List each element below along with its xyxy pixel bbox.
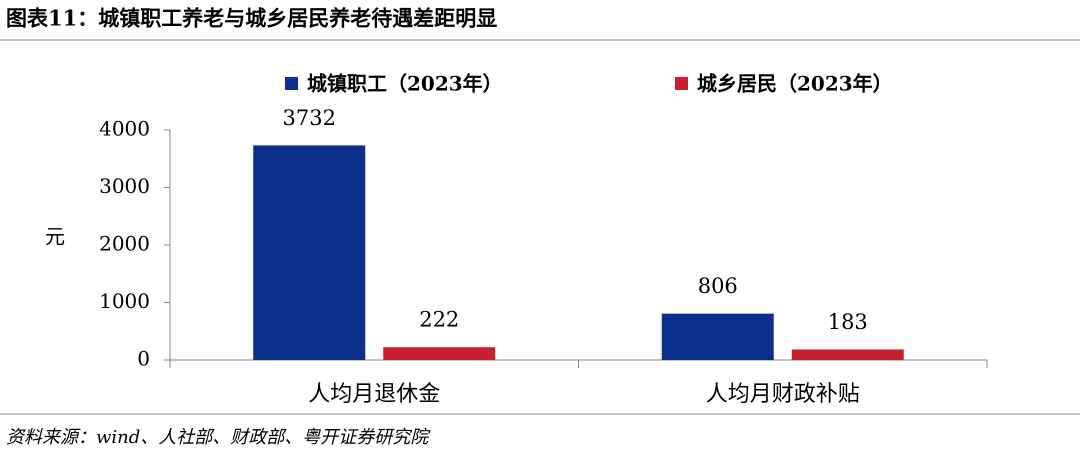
- bar: [661, 313, 774, 360]
- y-tick-label: 2000: [99, 232, 150, 256]
- legend-swatch: [285, 77, 298, 90]
- y-tick-label: 0: [137, 347, 150, 371]
- legend-swatch: [675, 77, 688, 90]
- x-tick-label: 人均月退休金: [308, 382, 440, 407]
- legend-label: 城镇职工（2023年）: [307, 72, 503, 96]
- value-label: 3732: [283, 106, 336, 130]
- value-label: 183: [828, 310, 868, 334]
- bar: [253, 145, 366, 360]
- value-label: 222: [419, 308, 459, 332]
- y-tick-label: 4000: [99, 117, 150, 141]
- x-tick-label: 人均月财政补贴: [706, 382, 860, 407]
- y-tick-label: 1000: [99, 289, 150, 313]
- y-axis-label: 元: [45, 225, 65, 249]
- chart-title: 图表11：城镇职工养老与城乡居民养老待遇差距明显: [6, 6, 497, 31]
- bar: [383, 347, 496, 360]
- y-tick-label: 3000: [99, 174, 150, 198]
- legend-label: 城乡居民（2023年）: [697, 72, 893, 96]
- source: 资料来源：wind、人社部、财政部、粤开证券研究院: [6, 427, 431, 448]
- value-label: 806: [698, 274, 738, 298]
- bar: [791, 349, 904, 360]
